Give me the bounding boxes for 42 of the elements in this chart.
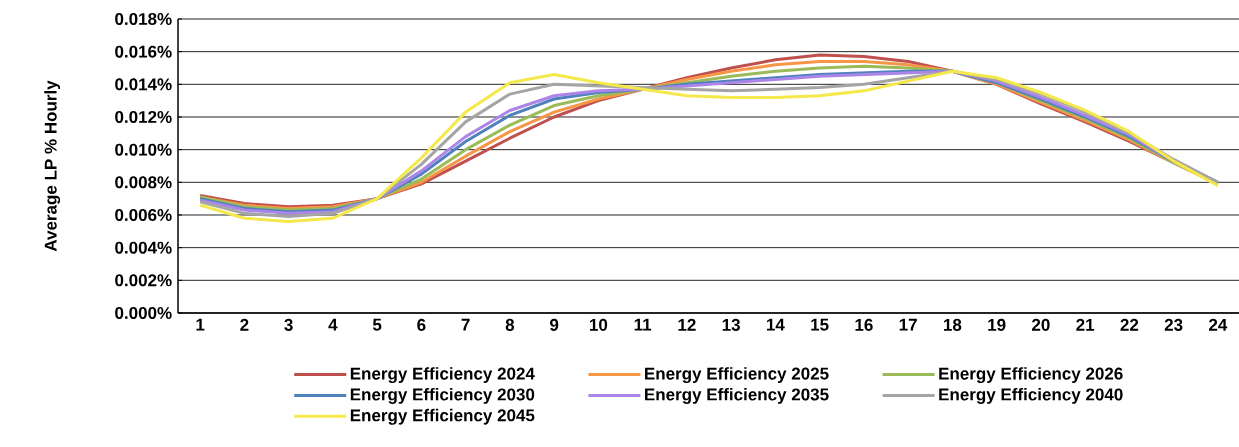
x-tick-label: 6	[417, 318, 426, 331]
x-tick-label: 24	[1209, 318, 1228, 331]
x-tick-label: 4	[328, 318, 338, 331]
legend-label: Energy Efficiency 2030	[350, 388, 535, 404]
x-tick-label: 10	[590, 318, 608, 331]
x-tick-label: 23	[1164, 318, 1183, 331]
x-tick-label: 18	[944, 318, 962, 331]
x-tick-label: 14	[767, 318, 785, 331]
x-tick-label: 11	[634, 318, 652, 331]
y-tick-label: 0.016%	[115, 45, 172, 58]
x-tick-label: 22	[1120, 318, 1139, 331]
y-tick-label: 0.012%	[115, 110, 172, 124]
y-tick-label: 0.014%	[115, 78, 172, 91]
x-tick-label: 12	[678, 318, 696, 331]
x-tick-label: 20	[1032, 318, 1050, 331]
y-tick-label: 0.002%	[115, 274, 172, 287]
x-tick-label: 2	[240, 318, 249, 331]
x-tick-label: 15	[811, 318, 829, 331]
y-tick-label: 0.008%	[115, 176, 172, 189]
x-tick-label: 21	[1076, 318, 1095, 331]
y-tick-label: 0.004%	[115, 241, 172, 254]
x-tick-label: 7	[461, 318, 470, 331]
legend-label: Energy Efficiency 2045	[350, 408, 535, 425]
x-tick-label: 3	[284, 318, 293, 331]
y-axis-title: Average LP % Hourly	[44, 80, 61, 252]
legend-label: Energy Efficiency 2035	[645, 388, 829, 404]
x-tick-label: 13	[722, 318, 740, 331]
x-tick-label: 8	[505, 318, 515, 331]
x-tick-label: 19	[988, 318, 1006, 331]
legend-label: Energy Efficiency 2024	[350, 367, 535, 384]
legend-label: Energy Efficiency 2040	[939, 388, 1123, 404]
x-tick-label: 9	[550, 318, 559, 331]
y-tick-label: 0.018%	[115, 12, 172, 26]
y-tick-label: 0.010%	[115, 143, 172, 156]
x-tick-label: 17	[899, 318, 917, 331]
legend-label: Energy Efficiency 2026	[939, 367, 1123, 384]
y-tick-label: 0.000%	[115, 306, 172, 320]
x-tick-label: 16	[855, 318, 873, 331]
x-tick-label: 5	[372, 318, 382, 331]
x-tick-label: 1	[196, 318, 205, 331]
legend-label: Energy Efficiency 2025	[645, 367, 829, 384]
y-tick-label: 0.006%	[115, 208, 172, 222]
